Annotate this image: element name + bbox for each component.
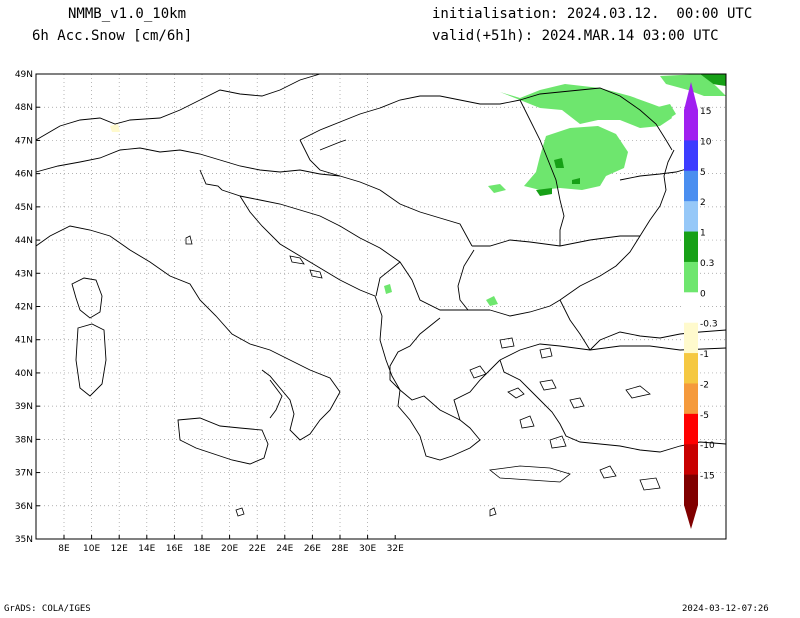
lon-label: 22E [249,544,266,554]
snow-area-balkan-1 [384,284,392,294]
lat-label: 42N [15,303,33,313]
longitude-labels: 8E 10E 12E 14E 16E 18E 20E 22E 24E 26E 28E 30E 32E [58,535,404,554]
lat-label: 48N [15,103,33,113]
colorbar-label: -5 [700,411,709,421]
lat-label: 47N [15,136,33,146]
lat-label: 38N [15,435,33,445]
colorbar: 15 10 5 2 1 0.3 0 -0.3 -1 -2 -5 -10 -15 [684,82,718,529]
coastlines-borders [35,73,727,465]
colorbar-label: -15 [700,472,715,482]
snow-area-top-right [700,74,726,86]
snow-area-small-east [488,184,506,193]
snow-core-1 [554,158,564,168]
snow-area-alps [110,124,120,132]
lat-label: 43N [15,269,33,279]
colorbar-label: -0.3 [700,320,718,330]
snow-core-2 [536,188,552,196]
colorbar-segment [684,322,698,354]
colorbar-label: 10 [700,137,712,147]
footer-timestamp: 2024-03-12-07:26 [682,604,769,614]
lat-label: 41N [15,336,33,346]
snow-area-moldova [524,126,628,190]
lon-label: 10E [83,544,100,554]
colorbar-segment [684,261,698,293]
lon-label: 26E [304,544,321,554]
snow-area-right-edge [654,104,676,122]
lon-label: 16E [166,544,183,554]
colorbar-label: 0.3 [700,259,714,269]
footer-credit: GrADS: COLA/IGES [4,604,91,614]
valid-time: valid(+51h): 2024.MAR.14 03:00 UTC [432,28,719,44]
colorbar-bottom-arrow [684,505,698,529]
snow-core-3 [572,178,580,184]
colorbar-segment [684,413,698,445]
lon-label: 20E [221,544,238,554]
colorbar-segment [684,353,698,384]
lon-label: 28E [331,544,348,554]
model-title: NMMB_v1.0_10km [68,6,187,22]
colorbar-label: -1 [700,350,709,360]
lat-label: 39N [15,402,33,412]
colorbar-label: 5 [700,168,706,178]
colorbar-segment [684,474,698,506]
snow-areas [110,74,726,306]
colorbar-label: 15 [700,107,711,117]
islands [185,235,661,517]
lat-label: 45N [15,203,33,213]
snow-area-top-right-light [660,74,726,96]
lon-label: 12E [111,544,128,554]
lat-label: 46N [15,170,33,180]
colorbar-top-arrow [684,82,698,110]
lon-label: 18E [193,544,210,554]
snow-area-northeast [500,84,672,128]
colorbar-segment [684,231,698,263]
colorbar-segment [684,201,698,233]
lon-label: 32E [387,544,404,554]
lon-label: 30E [359,544,376,554]
lon-label: 14E [138,544,155,554]
lon-label: 8E [58,544,70,554]
lat-label: 37N [15,469,33,479]
lat-label: 36N [15,502,33,512]
snow-area-balkan-2 [486,296,498,306]
colorbar-label: -10 [700,441,715,451]
colorbar-label: 0 [700,289,706,299]
init-time: initialisation: 2024.03.12. 00:00 UTC [432,6,753,22]
lon-label: 24E [276,544,293,554]
colorbar-segment [684,292,698,324]
latitude-labels: 49N 48N 47N 46N 45N 44N 43N 42N 41N 40N 39N 38N 37N 3… [15,70,40,545]
colorbar-label: 1 [700,229,706,239]
lat-label: 49N [15,70,33,80]
colorbar-label: -2 [700,380,709,390]
colorbar-segment [684,140,698,172]
lat-label: 44N [15,236,33,246]
variable-title: 6h Acc.Snow [cm/6h] [32,28,193,44]
colorbar-label: 2 [700,198,706,208]
lat-label: 35N [15,535,33,545]
colorbar-segment [684,444,698,476]
colorbar-segment [684,170,698,202]
lat-label: 40N [15,369,33,379]
colorbar-segment [684,110,698,141]
colorbar-segment [684,383,698,415]
